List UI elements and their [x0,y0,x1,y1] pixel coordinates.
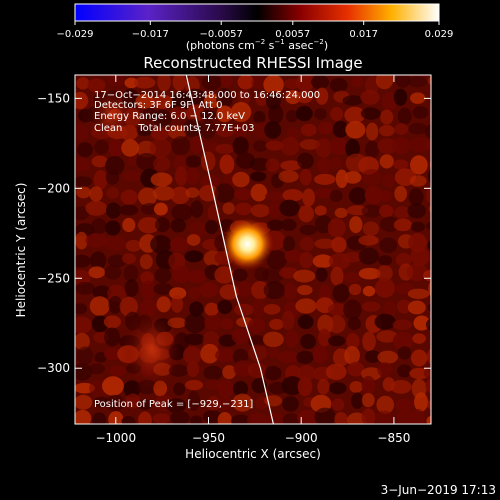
colorbar-tick-label: 0.0057 [275,29,310,40]
observation-info: 17−Oct−2014 16:43:48.000 to 16:46:24.000… [94,90,320,410]
plot-title: Reconstructed RHESSI Image [143,54,362,72]
peak-position-label: Position of Peak = [−929,−231] [94,399,253,410]
info-time-range: 17−Oct−2014 16:43:48.000 to 16:46:24.000 [94,90,320,101]
secondary-source [82,85,138,145]
y-tick-label: −200 [37,181,70,195]
x-tick-label: −850 [377,431,410,445]
x-axis-label: Heliocentric X (arcsec) [185,447,321,461]
y-tick-label: −250 [37,271,70,285]
colorbar-tick-label: −0.0057 [200,29,243,40]
x-tick-label: −950 [192,431,225,445]
footer-timestamp: 3−Jun−2019 17:13 [381,483,496,497]
y-tick-label: −150 [37,91,70,105]
x-axis-ticks: −1000 −950 −900 −850 [95,75,410,445]
colorbar-units: (photons cm−2 s−1 asec−2) [186,38,328,52]
secondary-source [122,310,182,390]
y-tick-label: −300 [37,361,70,375]
info-detectors: Detectors: 3F 6F 9F, Att 0 [94,100,222,111]
colorbar-ticks: −0.029 −0.017 −0.0057 0.0057 0.017 0.029 [56,21,453,40]
colorbar-tick-label: 0.017 [349,29,378,40]
x-tick-label: −900 [285,431,318,445]
colorbar [74,3,440,22]
colorbar-tick-label: 0.029 [425,29,454,40]
colorbar-tick-label: −0.029 [56,29,93,40]
plot-frame [74,74,432,425]
colorbar-tick-label: −0.017 [132,29,169,40]
solar-limb-line [185,75,274,424]
x-tick-label: −1000 [95,431,136,445]
y-axis-label: Heliocentric Y (arcsec) [14,183,28,318]
info-energy-range: Energy Range: 6.0 − 12.0 keV [94,111,245,122]
y-axis-ticks: −150 −200 −250 −300 [37,91,431,375]
flare-peak-source [221,218,274,271]
info-total-counts: Clean Total counts: 7.77E+03 [94,123,254,134]
